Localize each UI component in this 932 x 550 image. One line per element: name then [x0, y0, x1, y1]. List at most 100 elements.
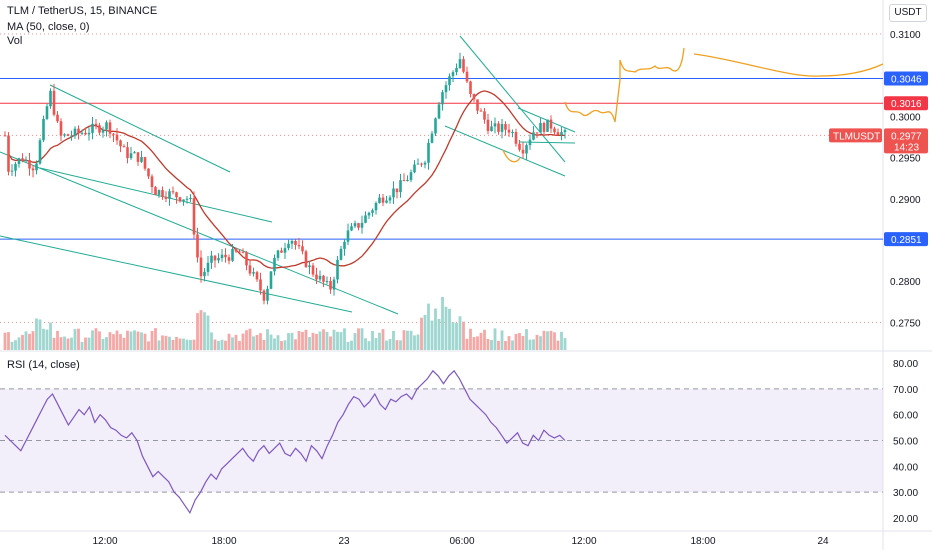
candle-body	[497, 123, 500, 132]
volume-bar	[409, 330, 413, 350]
rsi-tick-label: 80.00	[893, 359, 918, 370]
countdown-text: 14:23	[894, 142, 919, 153]
volume-bar	[301, 332, 304, 350]
volume-bar	[448, 308, 451, 350]
candle-body	[192, 198, 196, 235]
time-tick-label: 12:00	[92, 536, 117, 547]
ma-legend[interactable]: MA (50, close, 0)	[7, 21, 90, 33]
candle-body	[294, 240, 297, 246]
volume-bar	[192, 339, 196, 350]
vol-legend[interactable]: Vol	[7, 35, 23, 47]
candle-body	[311, 265, 315, 275]
volume-bar	[59, 337, 63, 350]
volume-bar	[70, 337, 73, 350]
volume-bar	[493, 328, 497, 350]
volume-bar	[318, 331, 322, 350]
candle-body	[479, 110, 483, 112]
volume-bar	[126, 330, 129, 350]
volume-bar	[164, 335, 168, 350]
volume-bar	[339, 332, 343, 350]
projection-path[interactable]	[502, 47, 884, 163]
trendline[interactable]	[49, 84, 231, 173]
volume-bar	[248, 328, 252, 350]
candle-body	[3, 135, 7, 137]
candle-body	[399, 180, 402, 193]
volume-bar	[94, 328, 98, 350]
candle-body	[248, 265, 252, 274]
volume-bar	[413, 335, 416, 350]
rsi-tick-label: 70.00	[893, 385, 918, 396]
volume-bar	[262, 339, 266, 350]
volume-bar	[157, 340, 161, 350]
volume-bar	[346, 341, 350, 350]
candle-body	[318, 275, 322, 280]
price-tick-label: 0.2950	[890, 154, 921, 165]
candle-body	[290, 240, 294, 244]
volume-bar	[269, 334, 273, 350]
volume-bar	[168, 336, 171, 350]
candle-body	[28, 159, 31, 169]
volume-bar	[500, 330, 504, 350]
candle-body	[59, 121, 63, 136]
volume-bar	[322, 329, 325, 350]
candle-body	[441, 92, 444, 105]
volume-bar	[486, 338, 490, 350]
currency-unit-button[interactable]: USDT	[889, 4, 927, 22]
volume-bar	[91, 330, 94, 350]
volume-bar	[336, 331, 339, 350]
candle-body	[119, 140, 122, 147]
volume-bar	[45, 329, 49, 350]
symbol-legend[interactable]: TLM / TetherUS, 15, BINANCE	[7, 5, 158, 17]
volume-bar	[122, 337, 126, 350]
volume-bar	[56, 330, 59, 350]
candle-body	[346, 230, 350, 242]
candle-body	[339, 248, 343, 260]
volume-bar	[395, 340, 399, 350]
volume-bar	[129, 331, 133, 350]
volume-bar	[402, 330, 406, 350]
candle-body	[504, 124, 507, 130]
candle-body	[108, 122, 112, 134]
volume-bar	[560, 331, 563, 350]
trendline[interactable]	[459, 35, 566, 163]
volume-bars	[3, 296, 567, 350]
volume-bar	[497, 340, 500, 350]
candle-body	[129, 153, 133, 159]
candle-body	[182, 199, 185, 202]
candle-body	[259, 279, 262, 291]
volume-bar	[518, 333, 521, 350]
volume-bar	[532, 339, 535, 350]
candle-body	[493, 123, 497, 127]
candle-body	[486, 119, 490, 132]
trendline[interactable]	[519, 141, 576, 144]
candle-body	[203, 271, 206, 277]
candle-body	[224, 254, 227, 258]
projection-line[interactable]	[502, 47, 884, 163]
candle-body	[112, 133, 115, 135]
volume-bar	[332, 329, 336, 350]
trendline[interactable]	[0, 151, 399, 315]
candle-body	[210, 255, 213, 263]
trendlines[interactable]	[0, 35, 576, 315]
candle-body	[556, 132, 560, 136]
rsi-legend[interactable]: RSI (14, close)	[7, 359, 80, 371]
candle-body	[52, 90, 56, 115]
candle-body	[126, 147, 129, 159]
trendline[interactable]	[39, 167, 273, 223]
price-tick-label: 0.2800	[890, 277, 921, 288]
candle-body	[255, 272, 259, 280]
rsi-tick-label: 40.00	[893, 462, 918, 473]
volume-bar	[451, 322, 455, 350]
volume-bar	[143, 333, 147, 350]
volume-bar	[528, 339, 532, 350]
trendline[interactable]	[444, 125, 566, 177]
volume-bar	[507, 336, 511, 350]
candle-body	[24, 159, 28, 162]
candle-body	[420, 163, 423, 165]
candle-body	[199, 257, 203, 277]
time-axis[interactable]: 12:00 18:00 23 06:00 12:00 18:00 24	[92, 536, 829, 547]
volume-bar	[171, 339, 175, 350]
trendline[interactable]	[0, 235, 353, 313]
